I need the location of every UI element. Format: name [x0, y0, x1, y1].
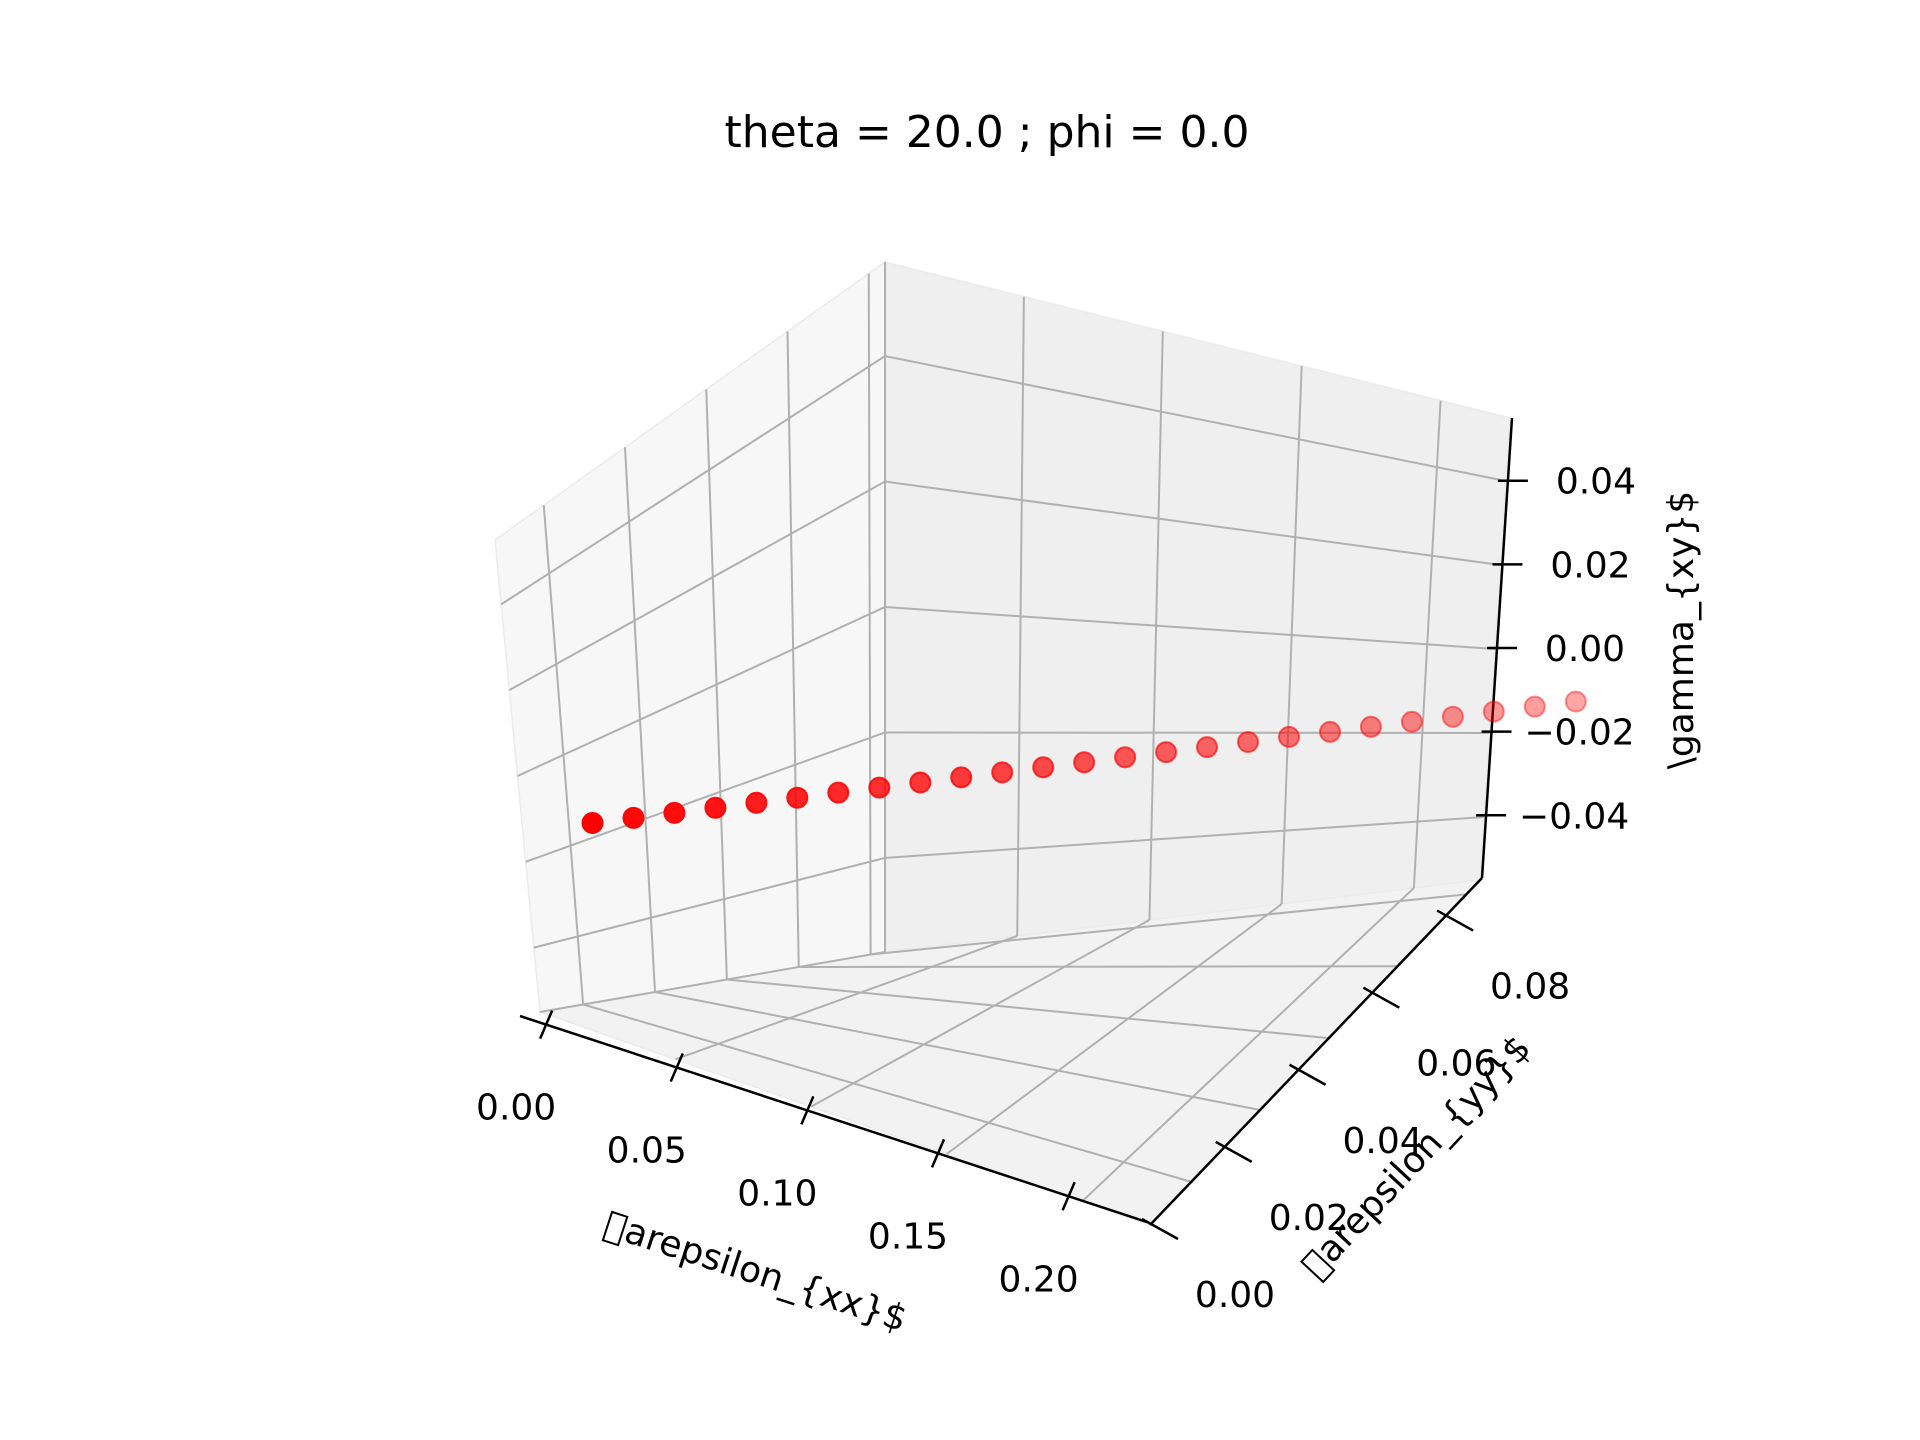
- x-tick-label: 0.20: [999, 1259, 1079, 1300]
- data-point: [1482, 700, 1505, 723]
- data-point: [1319, 720, 1341, 743]
- data-point: [1400, 710, 1423, 733]
- x-grid-line-floor: [798, 965, 1398, 968]
- chart-title: theta = 20.0 ; phi = 0.0: [725, 107, 1250, 158]
- y-tick-mark: [1215, 1140, 1253, 1163]
- x-tick-label: 0.00: [476, 1088, 556, 1129]
- x-axis-line: [519, 1014, 1148, 1224]
- data-point: [909, 771, 932, 794]
- y-tick-mark: [1362, 986, 1400, 1009]
- y-tick-label: 0.02: [1269, 1198, 1349, 1239]
- data-point: [950, 766, 973, 789]
- x-tick-mark: [930, 1138, 946, 1168]
- z-tick-label: −0.04: [1519, 796, 1629, 837]
- x-grid-line-floor: [870, 893, 1467, 956]
- data-point: [1237, 731, 1259, 753]
- data-point: [1114, 746, 1137, 769]
- x-tick-label: 0.10: [737, 1173, 817, 1214]
- data-point: [1564, 690, 1587, 713]
- data-point: [1523, 695, 1546, 718]
- z-axis-label: \gamma_{xy}$: [1661, 491, 1702, 770]
- z-tick-label: −0.02: [1524, 713, 1634, 754]
- data-point: [663, 801, 686, 824]
- x-grid-line-floor: [654, 991, 1261, 1111]
- data-point: [1073, 751, 1096, 774]
- data-point: [1441, 705, 1464, 728]
- axes-panes: [494, 260, 1511, 1226]
- data-point: [991, 761, 1014, 784]
- x-tick-mark: [800, 1095, 815, 1125]
- data-point: [1359, 715, 1382, 738]
- data-point: [1032, 756, 1055, 779]
- y-tick-label: 0.04: [1342, 1121, 1422, 1162]
- data-point: [827, 781, 850, 804]
- tick-labels: 0.00 0.05 0.10 0.15 0.20 0.00 0.02 0.04 0.06 0.08…: [476, 462, 1636, 1316]
- x-tick-mark: [538, 1010, 554, 1040]
- x-tick-mark: [1061, 1181, 1076, 1211]
- data-point: [745, 791, 768, 814]
- y-axis-line: [1149, 877, 1483, 1226]
- data-point: [1155, 741, 1178, 764]
- data-point: [581, 812, 604, 834]
- x-tick-mark: [669, 1053, 684, 1082]
- z-tick-label: 0.02: [1550, 545, 1630, 586]
- y-tick-label: 0.06: [1416, 1044, 1496, 1085]
- z-grid-line: [500, 355, 1507, 606]
- data-points: [581, 690, 1587, 834]
- z-grid-line: [517, 605, 1496, 777]
- z-tick-label: 0.00: [1545, 629, 1625, 670]
- x-axis-label:  arepsilon_{xx}$: [599, 1204, 912, 1341]
- y-tick-label: 0.08: [1490, 967, 1570, 1008]
- x-grid-line-floor: [726, 978, 1329, 1040]
- z-tick-label: 0.04: [1556, 462, 1636, 503]
- y-tick-label: 0.00: [1195, 1275, 1275, 1316]
- y-tick-mark: [1436, 909, 1474, 932]
- x-grid-line-floor: [582, 1003, 1192, 1183]
- y-tick-mark: [1141, 1217, 1179, 1241]
- data-point: [622, 806, 645, 829]
- x-tick-label: 0.05: [607, 1131, 687, 1172]
- y-grid-line-floor: [539, 951, 886, 1013]
- tick-marks: [538, 479, 1528, 1241]
- data-point: [1278, 725, 1300, 748]
- y-tick-mark: [1288, 1063, 1327, 1086]
- z-grid-line: [508, 480, 1501, 692]
- data-point: [786, 786, 809, 809]
- x-tick-label: 0.15: [868, 1216, 948, 1257]
- z-grid-line: [533, 816, 1485, 949]
- data-point: [868, 776, 891, 799]
- y-grid-line-floor: [810, 919, 1150, 1108]
- data-point: [704, 796, 727, 819]
- y-grid-line-floor: [675, 935, 1018, 1061]
- y-grid-line-floor: [946, 903, 1283, 1155]
- y-grid-line-floor: [1081, 887, 1415, 1203]
- grid-lines: [500, 262, 1507, 1203]
- data-point: [1196, 736, 1218, 759]
